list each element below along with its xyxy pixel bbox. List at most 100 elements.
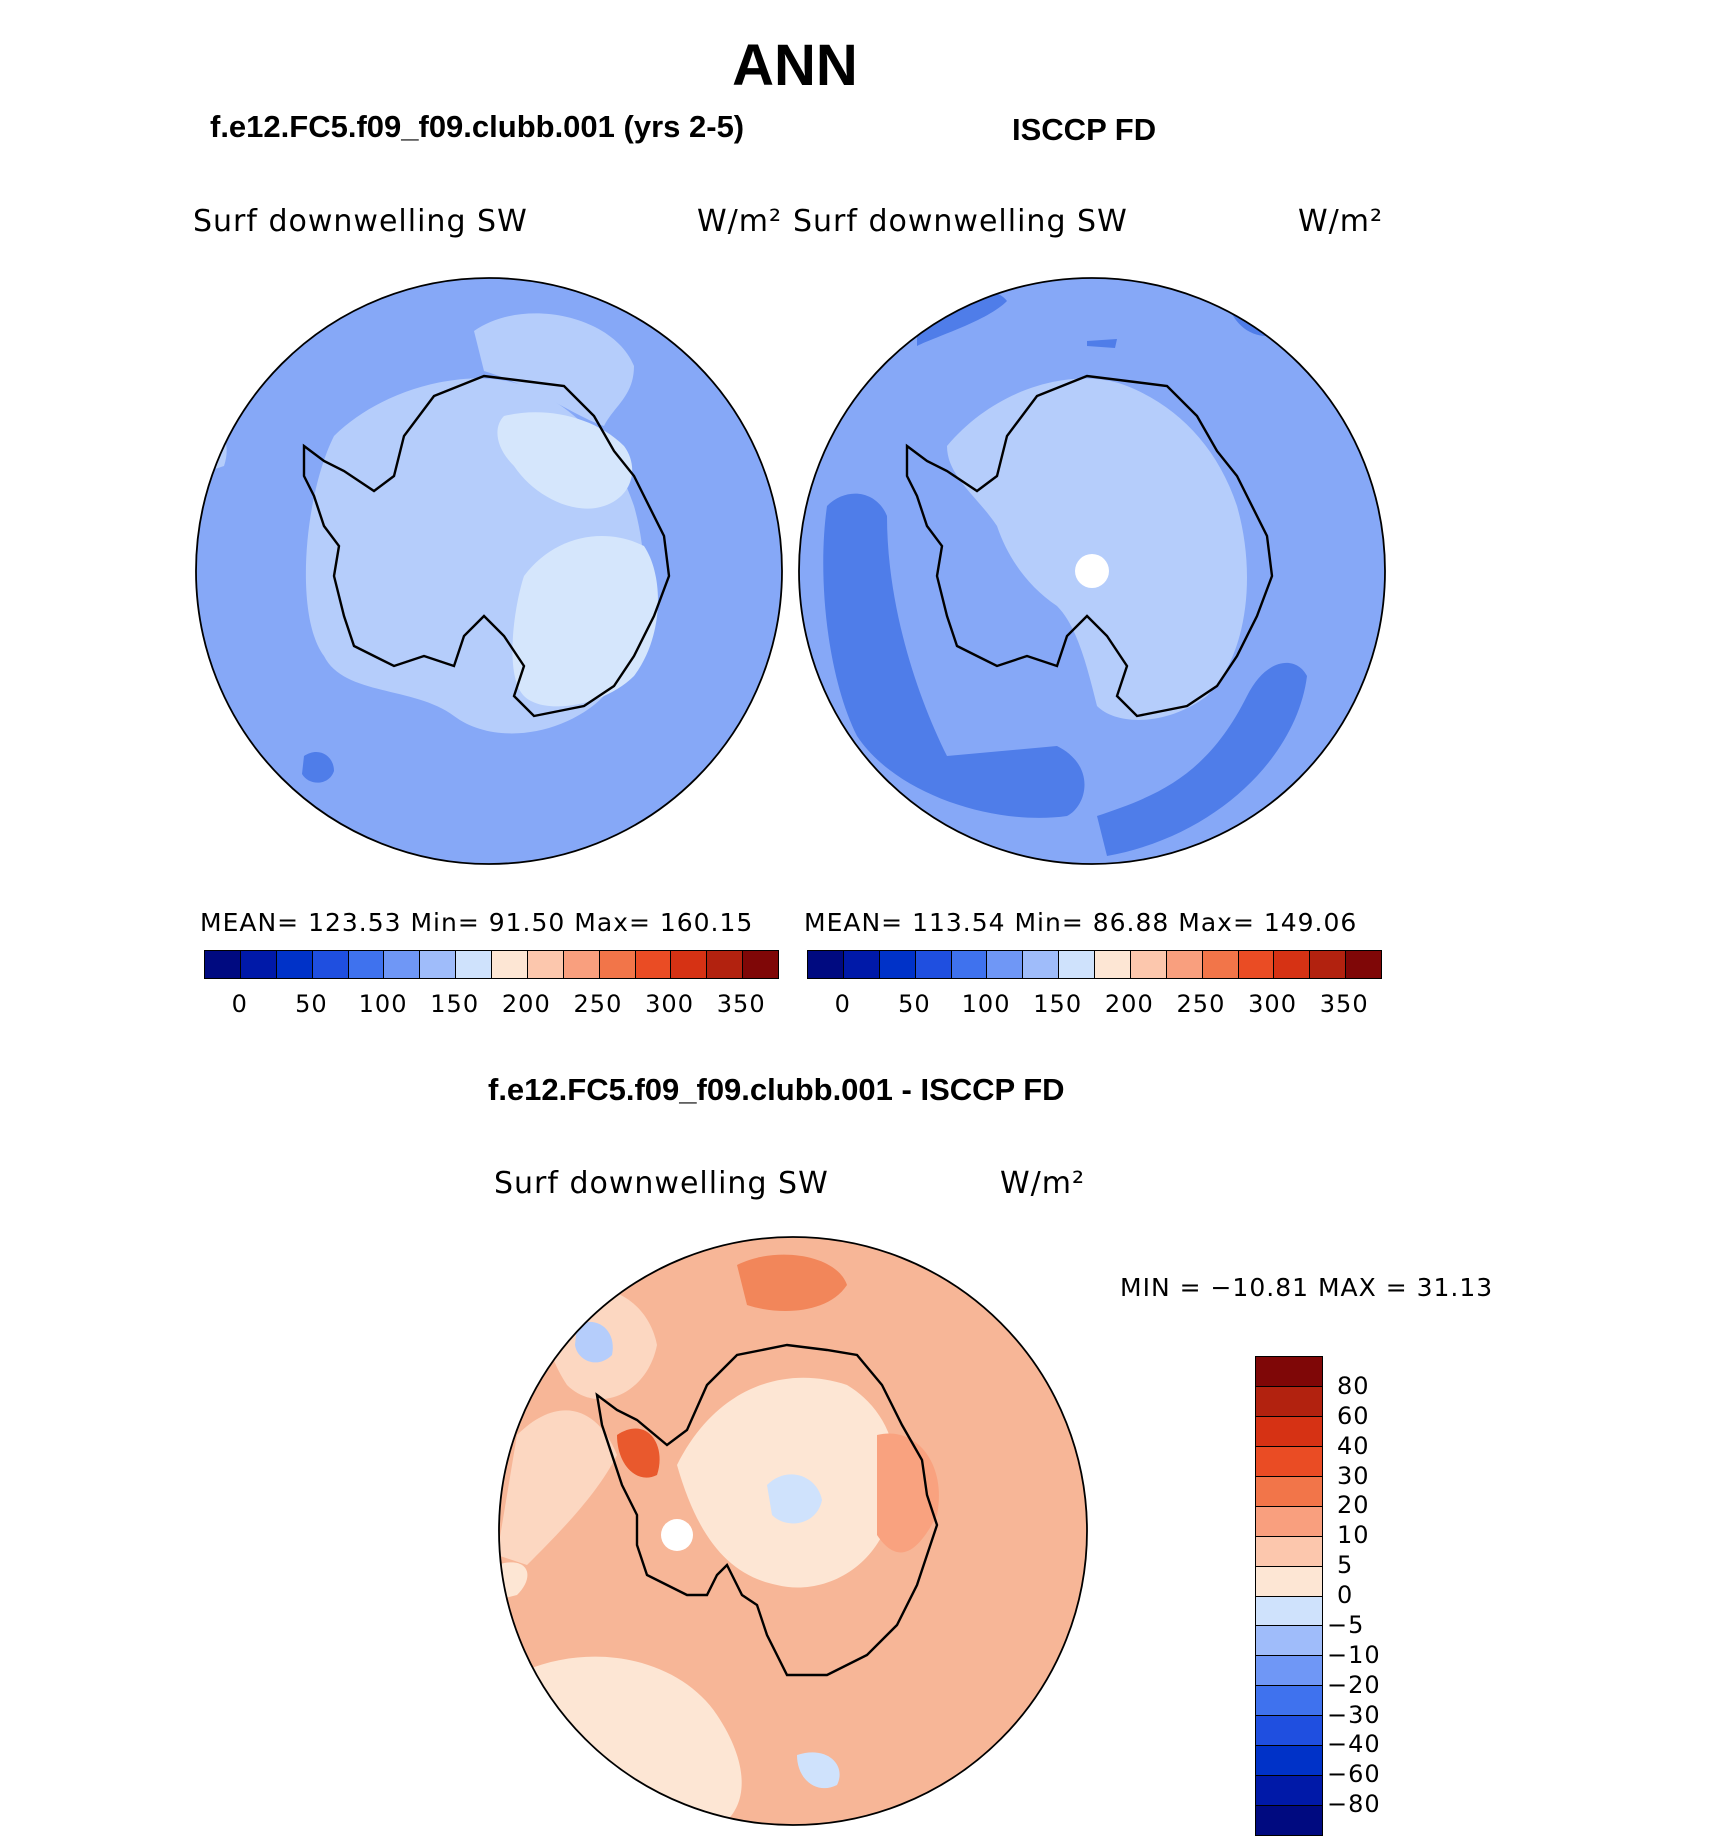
diff-colorbar-swatch bbox=[1256, 1416, 1322, 1447]
diff-colorbar-swatch bbox=[1256, 1776, 1322, 1807]
model-colorbar-swatch bbox=[348, 951, 385, 978]
obs-colorbar-tick-label: 200 bbox=[1104, 990, 1154, 1018]
model-colorbar-swatch bbox=[527, 951, 564, 978]
obs-colorbar-swatch bbox=[1346, 951, 1381, 978]
model-colorbar-swatch bbox=[420, 951, 457, 978]
diff-colorbar-tick-label: 0 bbox=[1337, 1581, 1354, 1609]
obs-units-label: W/m² bbox=[1298, 204, 1384, 239]
obs-colorbar-swatch bbox=[843, 951, 880, 978]
obs-colorbar-swatch bbox=[1059, 951, 1095, 978]
diff-colorbar-tick-label: −30 bbox=[1327, 1700, 1381, 1729]
obs-colorbar-tick-label: 150 bbox=[1033, 990, 1083, 1018]
obs-colorbar-swatch bbox=[1238, 951, 1275, 978]
model-colorbar-tick-label: 250 bbox=[573, 990, 623, 1018]
obs-colorbar-swatch bbox=[879, 951, 916, 978]
obs-colorbar-swatch bbox=[951, 951, 988, 978]
diff-colorbar-swatch bbox=[1256, 1656, 1322, 1687]
diff-units-label: W/m² bbox=[1000, 1166, 1086, 1201]
diff-colorbar-swatch bbox=[1256, 1686, 1322, 1717]
obs-stats: MEAN= 113.54 Min= 86.88 Max= 149.06 bbox=[804, 908, 1358, 937]
diff-colorbar-tick-label: 30 bbox=[1337, 1461, 1370, 1490]
model-colorbar bbox=[204, 950, 779, 979]
diff-colorbar-swatch bbox=[1256, 1716, 1322, 1747]
obs-colorbar-swatch bbox=[1095, 951, 1131, 978]
model-colorbar-swatch bbox=[707, 951, 744, 978]
diff-colorbar-tick-label: 40 bbox=[1337, 1431, 1370, 1460]
obs-colorbar-swatch bbox=[1274, 951, 1311, 978]
model-units-label: W/m² bbox=[697, 204, 783, 239]
diff-colorbar-swatch bbox=[1256, 1626, 1322, 1657]
model-stats: MEAN= 123.53 Min= 91.50 Max= 160.15 bbox=[200, 908, 754, 937]
model-colorbar-tick-label: 200 bbox=[501, 990, 551, 1018]
obs-colorbar-swatch bbox=[1130, 951, 1167, 978]
diff-colorbar-labels: 80 60 40 30 20 10 5 0 −5 −10 −20 −30 −40 −60 −80 bbox=[1327, 1356, 1413, 1834]
obs-colorbar-tick-label: 300 bbox=[1248, 990, 1297, 1018]
obs-colorbar-swatch bbox=[1023, 951, 1060, 978]
diff-colorbar-swatch bbox=[1256, 1566, 1322, 1597]
model-variable-label: Surf downwelling SW bbox=[193, 204, 528, 239]
obs-colorbar-tick-label: 0 bbox=[834, 990, 851, 1018]
model-colorbar-swatch bbox=[276, 951, 313, 978]
diff-colorbar-swatch bbox=[1256, 1596, 1322, 1627]
model-colorbar-tick-label: 350 bbox=[716, 990, 766, 1018]
obs-colorbar-tick-label: 50 bbox=[898, 990, 931, 1018]
diff-colorbar-tick-label: −40 bbox=[1327, 1730, 1381, 1759]
diff-case-title: f.e12.FC5.f09_f09.clubb.001 - ISCCP FD bbox=[488, 1072, 1065, 1107]
obs-colorbar-swatch bbox=[1202, 951, 1239, 978]
model-colorbar-tick-label: 0 bbox=[231, 990, 248, 1018]
obs-polar-map bbox=[798, 277, 1386, 865]
diff-colorbar-swatch bbox=[1256, 1357, 1322, 1387]
model-polar-map bbox=[195, 277, 783, 865]
model-colorbar-swatch bbox=[384, 951, 421, 978]
diff-colorbar-tick-label: −80 bbox=[1327, 1790, 1381, 1819]
model-colorbar-tick-label: 100 bbox=[358, 990, 408, 1018]
plot-title: ANN bbox=[732, 33, 858, 98]
obs-colorbar-swatch bbox=[1310, 951, 1347, 978]
diff-variable-label: Surf downwelling SW bbox=[494, 1166, 829, 1201]
diff-colorbar-tick-label: 20 bbox=[1337, 1491, 1370, 1520]
diff-colorbar-swatch bbox=[1256, 1536, 1322, 1567]
obs-colorbar bbox=[807, 950, 1382, 979]
model-colorbar-swatch bbox=[563, 951, 600, 978]
model-colorbar-tick-label: 50 bbox=[295, 990, 328, 1018]
model-colorbar-labels: 0 50 100 150 200 250 300 350 bbox=[204, 990, 777, 1020]
diff-colorbar-swatch bbox=[1256, 1476, 1322, 1507]
model-colorbar-swatch bbox=[671, 951, 708, 978]
diff-colorbar-tick-label: 10 bbox=[1337, 1521, 1370, 1550]
diff-colorbar-tick-label: −10 bbox=[1327, 1640, 1381, 1669]
model-colorbar-swatch bbox=[599, 951, 636, 978]
model-colorbar-tick-label: 300 bbox=[645, 990, 694, 1018]
obs-colorbar-swatch bbox=[1166, 951, 1203, 978]
diff-colorbar-tick-label: −5 bbox=[1327, 1610, 1365, 1639]
obs-colorbar-swatch bbox=[987, 951, 1024, 978]
model-colorbar-swatch bbox=[492, 951, 528, 978]
diff-colorbar-tick-label: 80 bbox=[1337, 1371, 1370, 1400]
obs-colorbar-swatch bbox=[915, 951, 952, 978]
obs-colorbar-labels: 0 50 100 150 200 250 300 350 bbox=[807, 990, 1380, 1020]
obs-variable-label: Surf downwelling SW bbox=[793, 204, 1128, 239]
diff-colorbar-swatch bbox=[1256, 1386, 1322, 1417]
model-colorbar-swatch bbox=[312, 951, 349, 978]
model-colorbar-swatch bbox=[635, 951, 672, 978]
diff-colorbar-tick-label: 60 bbox=[1337, 1401, 1370, 1430]
model-case-title: f.e12.FC5.f09_f09.clubb.001 (yrs 2-5) bbox=[210, 109, 745, 144]
diff-colorbar-swatch bbox=[1256, 1806, 1322, 1835]
diff-polar-map bbox=[498, 1236, 1088, 1826]
diff-colorbar-swatch bbox=[1256, 1446, 1322, 1477]
model-colorbar-swatch bbox=[240, 951, 277, 978]
diff-colorbar-swatch bbox=[1256, 1746, 1322, 1777]
obs-colorbar-tick-label: 250 bbox=[1176, 990, 1226, 1018]
model-colorbar-swatch bbox=[743, 951, 778, 978]
model-colorbar-swatch bbox=[456, 951, 492, 978]
model-colorbar-tick-label: 150 bbox=[430, 990, 480, 1018]
obs-colorbar-tick-label: 100 bbox=[961, 990, 1011, 1018]
diff-colorbar-swatch bbox=[1256, 1506, 1322, 1537]
diff-colorbar bbox=[1255, 1356, 1323, 1836]
obs-colorbar-tick-label: 350 bbox=[1319, 990, 1369, 1018]
diff-colorbar-tick-label: −60 bbox=[1327, 1760, 1381, 1789]
diff-colorbar-tick-label: 5 bbox=[1337, 1551, 1354, 1580]
diff-colorbar-tick-label: −20 bbox=[1327, 1670, 1381, 1699]
diff-stats: MIN = −10.81 MAX = 31.13 bbox=[1120, 1273, 1494, 1302]
model-colorbar-swatch bbox=[205, 951, 241, 978]
obs-case-title: ISCCP FD bbox=[1012, 112, 1157, 147]
